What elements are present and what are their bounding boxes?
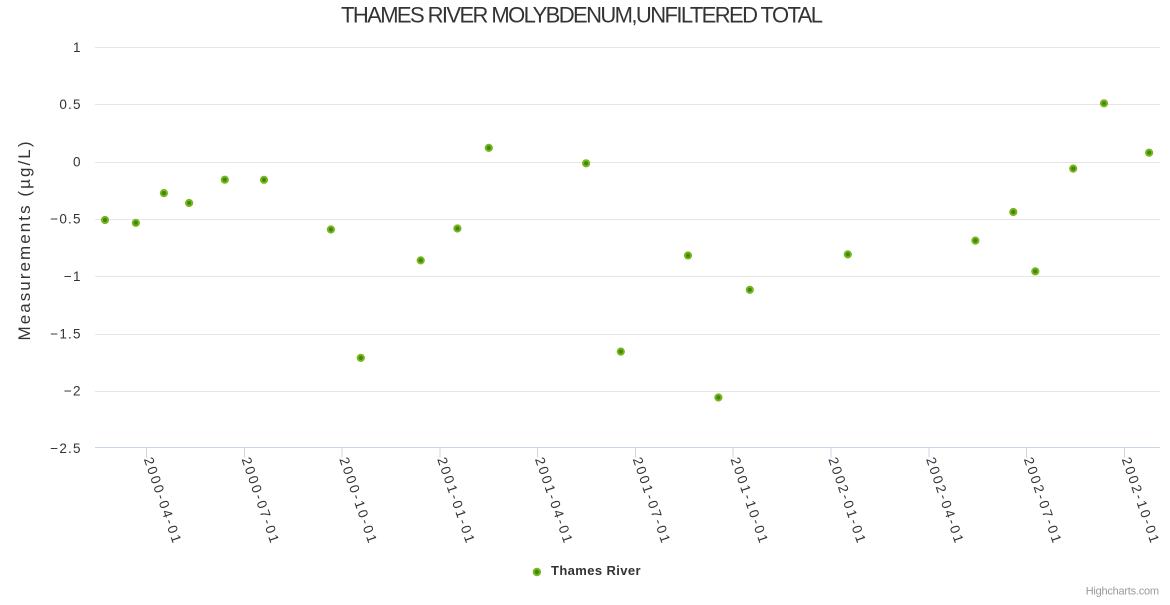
svg-text:0.5: 0.5 <box>59 97 81 112</box>
svg-text:THAMES RIVER MOLYBDENUM,UNFILT: THAMES RIVER MOLYBDENUM,UNFILTERED TOTAL <box>341 3 823 28</box>
svg-text:−2.5: −2.5 <box>50 441 81 456</box>
svg-text:0: 0 <box>73 154 82 169</box>
svg-text:−2: −2 <box>64 384 82 399</box>
svg-text:−0.5: −0.5 <box>50 212 81 227</box>
svg-text:Measurements (µg/L): Measurements (µg/L) <box>15 142 34 341</box>
svg-text:−1.5: −1.5 <box>50 326 81 341</box>
svg-text:Highcharts.com: Highcharts.com <box>1086 586 1159 598</box>
svg-text:−1: −1 <box>64 269 82 284</box>
svg-text:Thames River: Thames River <box>551 563 641 578</box>
svg-text:1: 1 <box>73 40 82 55</box>
